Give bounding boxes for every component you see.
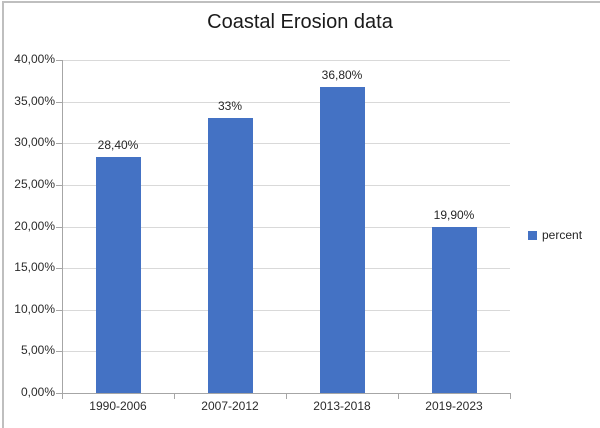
x-axis-label: 2013-2018 <box>313 399 371 413</box>
x-axis-tick <box>62 393 63 399</box>
y-axis-label: 5,00% <box>20 343 55 357</box>
y-axis-label: 30,00% <box>14 135 55 149</box>
legend: percent <box>528 228 582 242</box>
gridline <box>62 268 510 269</box>
y-axis-label: 25,00% <box>14 177 55 191</box>
y-axis-tick <box>56 102 62 103</box>
gridline <box>62 227 510 228</box>
x-axis-tick <box>286 393 287 399</box>
bar-data-label: 36,80% <box>321 68 363 82</box>
gridline <box>62 60 510 61</box>
gridline <box>62 351 510 352</box>
y-axis-tick <box>56 393 62 394</box>
y-axis-tick <box>56 60 62 61</box>
x-axis-tick <box>398 393 399 399</box>
y-axis-tick <box>56 185 62 186</box>
y-axis-tick <box>56 268 62 269</box>
y-axis-label: 0,00% <box>20 385 55 399</box>
y-axis-label: 35,00% <box>14 94 55 108</box>
y-axis-line <box>62 60 63 393</box>
bar-data-label: 33% <box>217 99 243 113</box>
y-axis-tick <box>56 227 62 228</box>
gridline <box>62 102 510 103</box>
legend-label: percent <box>542 228 583 242</box>
y-axis-label: 10,00% <box>14 302 55 316</box>
y-axis-label: 20,00% <box>14 219 55 233</box>
y-axis-label: 40,00% <box>14 52 55 66</box>
chart-title: Coastal Erosion data <box>207 11 393 33</box>
gridline <box>62 143 510 144</box>
bar <box>208 118 253 393</box>
x-axis-label: 2007-2012 <box>201 399 259 413</box>
y-axis-tick <box>56 143 62 144</box>
y-axis-label: 15,00% <box>14 260 55 274</box>
gridline <box>62 185 510 186</box>
x-axis-tick <box>510 393 511 399</box>
x-axis-label: 2019-2023 <box>425 399 483 413</box>
y-axis-tick <box>56 310 62 311</box>
bar-data-label: 19,90% <box>433 208 475 222</box>
chart-border-left <box>2 1 4 428</box>
bar <box>320 87 365 393</box>
y-axis-tick <box>56 351 62 352</box>
bar <box>96 157 141 393</box>
gridline <box>62 310 510 311</box>
x-axis-tick <box>174 393 175 399</box>
chart-border-top <box>2 1 600 3</box>
bar <box>432 227 477 393</box>
bar-data-label: 28,40% <box>97 138 139 152</box>
x-axis-label: 1990-2006 <box>89 399 147 413</box>
legend-swatch <box>528 230 537 240</box>
